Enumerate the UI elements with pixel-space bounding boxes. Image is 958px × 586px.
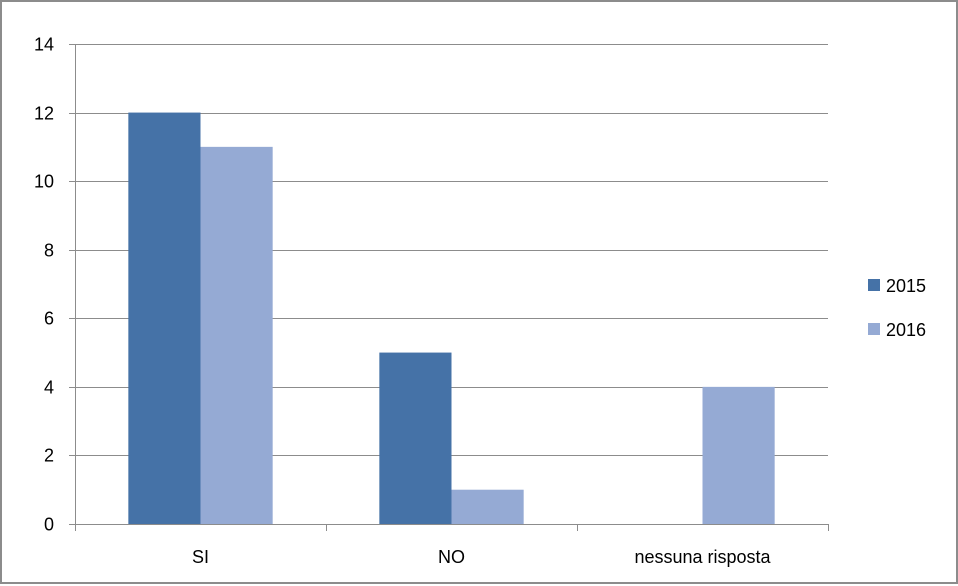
bar-2016-si xyxy=(200,146,273,524)
legend-label: 2015 xyxy=(886,276,926,296)
x-tick-label: SI xyxy=(192,547,209,567)
legend-label: 2016 xyxy=(886,320,926,340)
y-tick-label: 8 xyxy=(44,241,54,261)
bars xyxy=(128,112,775,525)
bar-2016-no xyxy=(451,489,524,524)
bar-2015-no xyxy=(379,352,452,524)
legend-swatch xyxy=(868,279,880,291)
bar-2016-nessuna-risposta xyxy=(702,386,775,524)
x-tick-label: NO xyxy=(438,547,465,567)
tick-labels: 0 2 4 6 8 10 12 14 SI NO nessuna risposta xyxy=(34,35,772,568)
legend-swatch xyxy=(868,323,880,335)
y-tick-label: 10 xyxy=(34,172,54,192)
axes xyxy=(69,44,829,531)
y-tick-label: 12 xyxy=(34,104,54,124)
y-tick-label: 6 xyxy=(44,309,54,329)
y-tick-label: 2 xyxy=(44,446,54,466)
legend: 2015 2016 xyxy=(868,276,926,340)
y-tick-label: 4 xyxy=(44,378,54,398)
x-tick-label: nessuna risposta xyxy=(634,547,771,567)
y-tick-label: 0 xyxy=(44,515,54,535)
y-tick-label: 14 xyxy=(34,35,54,55)
bar-2015-si xyxy=(128,112,201,525)
